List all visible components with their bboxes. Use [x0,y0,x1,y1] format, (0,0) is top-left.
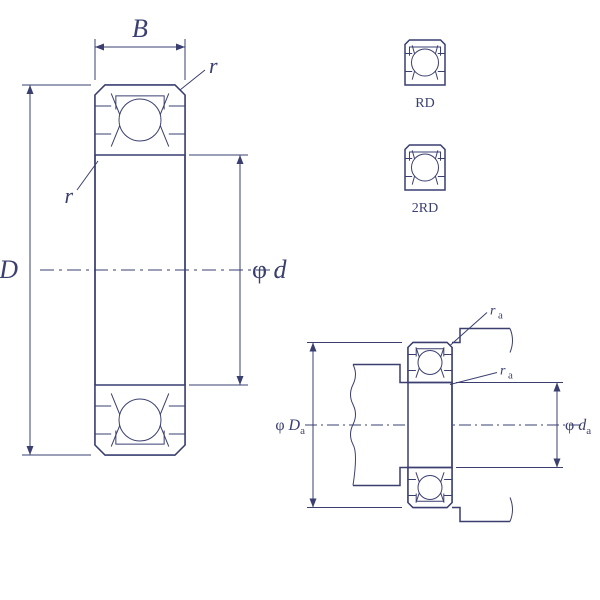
variant-rd-label: RD [415,96,434,111]
label-r-topright: r [209,53,218,78]
label-B: B [132,14,148,43]
label-ra-outer: r [490,304,496,319]
svg-text:a: a [498,310,503,322]
label-ra-inner: r [500,364,506,379]
label-r-left: r [64,183,73,208]
label-phi-d: φ d [252,255,288,284]
variant-2rd: 2RD [405,145,445,216]
variant-2rd-label: 2RD [412,201,438,216]
label-phi-Da: φ Da [275,417,305,437]
assembly-section: raraφ Daφ da [275,304,591,522]
svg-text:a: a [508,370,513,382]
main-cross-section: Br r φ D φ d [0,14,288,455]
variant-rd: RD [405,40,445,111]
label-phi-da: φ da [565,417,591,437]
label-phi-D: φ D [0,255,18,284]
